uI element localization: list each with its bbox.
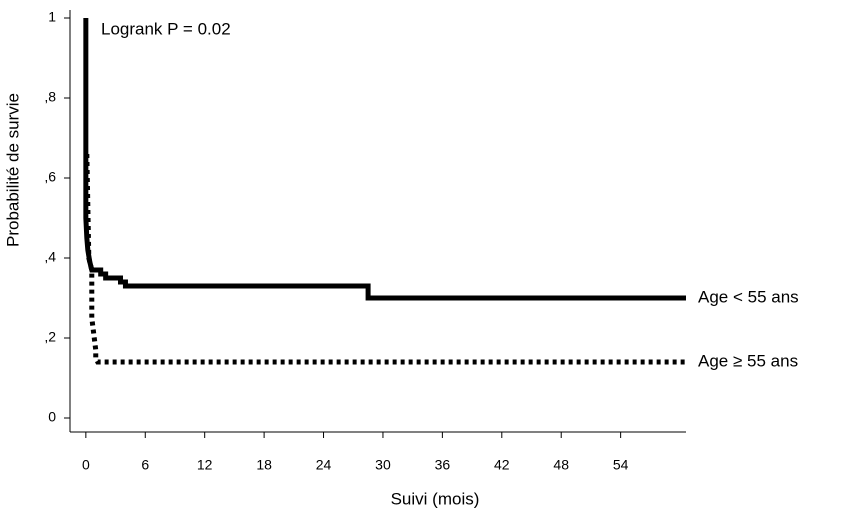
y-tick-label: ,2	[44, 329, 56, 345]
x-tick-label: 24	[316, 457, 332, 473]
y-tick-label: ,6	[44, 169, 56, 185]
x-tick-label: 12	[197, 457, 213, 473]
y-tick-label: 0	[48, 409, 56, 425]
x-tick-label: 0	[82, 457, 90, 473]
series-label: Age ≥ 55 ans	[698, 351, 798, 370]
x-tick-label: 54	[613, 457, 629, 473]
annotation: Logrank P = 0.02	[101, 19, 231, 38]
y-axis-label: Probabilité de survie	[3, 93, 22, 247]
series-label: Age < 55 ans	[698, 287, 799, 306]
survival-curve	[84, 153, 686, 365]
x-tick-label: 48	[553, 457, 569, 473]
y-tick-label: 1	[48, 9, 56, 25]
x-axis-label: Suivi (mois)	[391, 489, 480, 508]
y-tick-label: ,8	[44, 89, 56, 105]
survival-curve	[83, 18, 686, 301]
x-tick-label: 30	[375, 457, 391, 473]
x-tick-label: 18	[256, 457, 272, 473]
x-tick-label: 42	[494, 457, 510, 473]
x-tick-label: 6	[141, 457, 149, 473]
y-tick-label: ,4	[44, 249, 56, 265]
x-tick-label: 36	[435, 457, 451, 473]
